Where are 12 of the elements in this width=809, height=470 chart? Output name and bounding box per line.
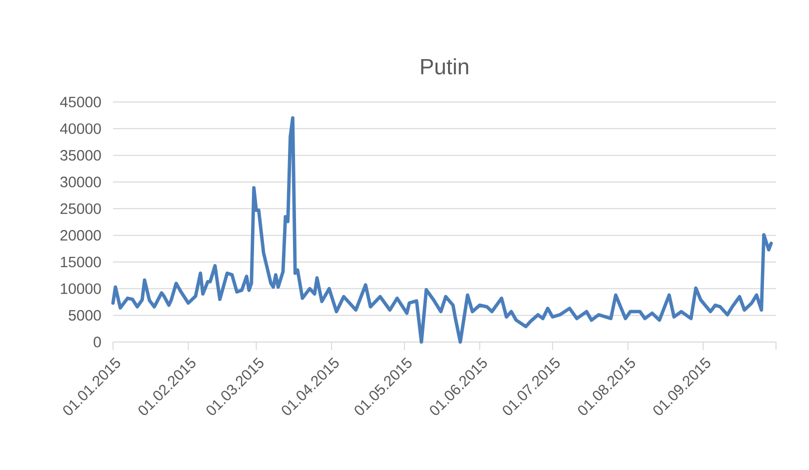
y-tick-label: 10000	[60, 283, 101, 294]
line-series	[111, 116, 773, 344]
y-tick-label: 35000	[60, 150, 101, 161]
y-tick-label: 25000	[60, 203, 101, 214]
y-tick-label: 5000	[68, 310, 101, 321]
chart-title: Putin	[421, 58, 468, 74]
y-tick-label: 20000	[60, 230, 101, 241]
y-tick-label: 30000	[60, 176, 101, 188]
y-tick-label: 15000	[60, 256, 101, 268]
y-tick-label: 45000	[60, 96, 101, 108]
y-tick-label: 0	[94, 336, 101, 348]
y-tick-label: 40000	[60, 123, 101, 134]
